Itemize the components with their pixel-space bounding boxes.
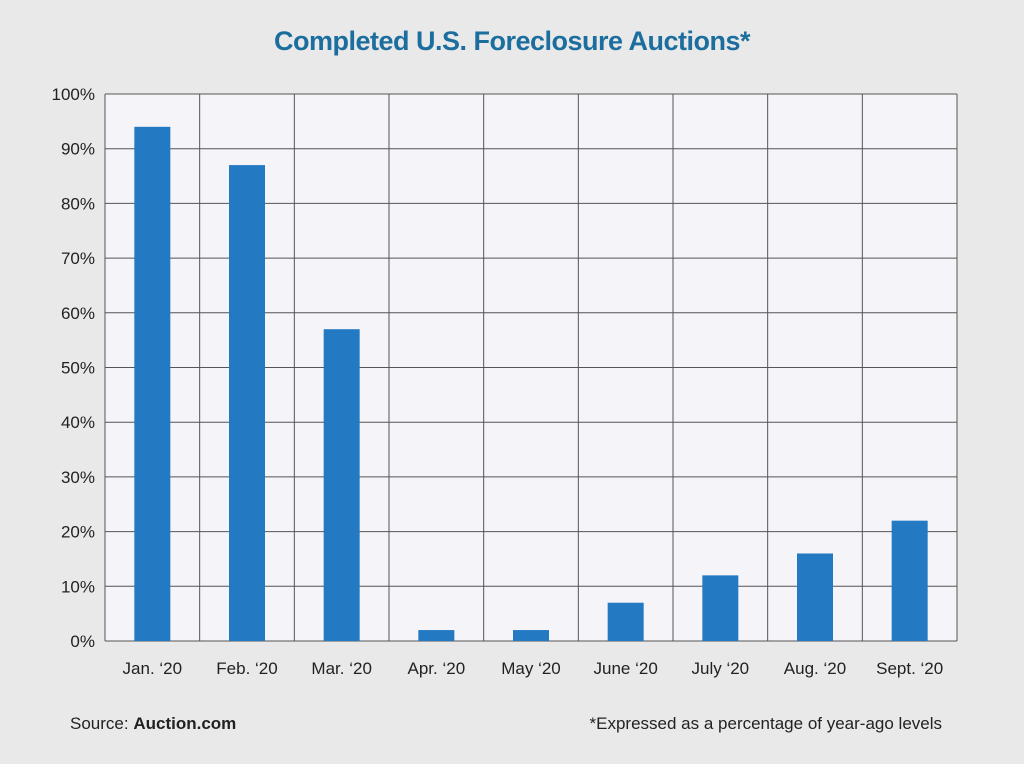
bars — [134, 126, 928, 642]
x-category-label: Aug. ‘20 — [784, 659, 846, 678]
x-category-label: Feb. ‘20 — [216, 659, 277, 678]
source-name: Auction.com — [133, 714, 237, 733]
y-tick-label: 60% — [61, 304, 95, 323]
x-category-label: May ‘20 — [501, 659, 561, 678]
y-tick-label: 10% — [61, 577, 95, 596]
y-tick-label: 20% — [61, 523, 95, 542]
y-tick-label: 30% — [61, 468, 95, 487]
x-category-label: June ‘20 — [594, 659, 658, 678]
source-note: Source: Auction.com — [70, 714, 236, 734]
bar — [891, 520, 928, 641]
y-tick-label: 40% — [61, 413, 95, 432]
y-tick-label: 80% — [61, 194, 95, 213]
x-category-label: Apr. ‘20 — [408, 659, 466, 678]
y-axis-ticks: 0% 10% 20% 30% 40% 50% 60% 70% 80% 90% 100% — [52, 85, 95, 651]
y-tick-label: 0% — [70, 632, 95, 651]
y-tick-label: 70% — [61, 249, 95, 268]
y-tick-label: 100% — [52, 85, 95, 104]
chart-title: Completed U.S. Foreclosure Auctions* — [273, 26, 751, 56]
x-category-label: Sept. ‘20 — [876, 659, 943, 678]
bar — [702, 575, 739, 641]
y-tick-label: 90% — [61, 140, 95, 159]
bar — [229, 165, 265, 642]
x-category-label: July ‘20 — [692, 659, 750, 678]
bar — [134, 126, 171, 641]
source-label: Source: — [70, 714, 129, 733]
footnote: *Expressed as a percentage of year-ago l… — [589, 714, 942, 733]
bar — [797, 553, 833, 641]
x-axis-categories: Jan. ‘20 Feb. ‘20 Mar. ‘20 Apr. ‘20 May ‘20 J… — [123, 659, 944, 678]
bar — [607, 602, 644, 641]
bar — [418, 630, 455, 641]
bar — [323, 329, 360, 641]
x-category-label: Mar. ‘20 — [311, 659, 371, 678]
x-category-label: Jan. ‘20 — [123, 659, 183, 678]
y-tick-label: 50% — [61, 359, 95, 378]
bar — [513, 630, 549, 641]
